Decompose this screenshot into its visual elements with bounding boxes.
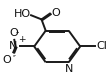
Text: N: N	[9, 42, 17, 51]
Text: HO: HO	[13, 9, 31, 19]
Text: Cl: Cl	[96, 42, 107, 51]
Text: O: O	[10, 28, 19, 38]
Text: -: -	[16, 28, 19, 37]
Text: ″: ″	[13, 55, 16, 64]
Text: +: +	[18, 35, 26, 44]
Text: O: O	[2, 55, 11, 65]
Text: N: N	[65, 64, 73, 74]
Text: O: O	[51, 8, 60, 18]
